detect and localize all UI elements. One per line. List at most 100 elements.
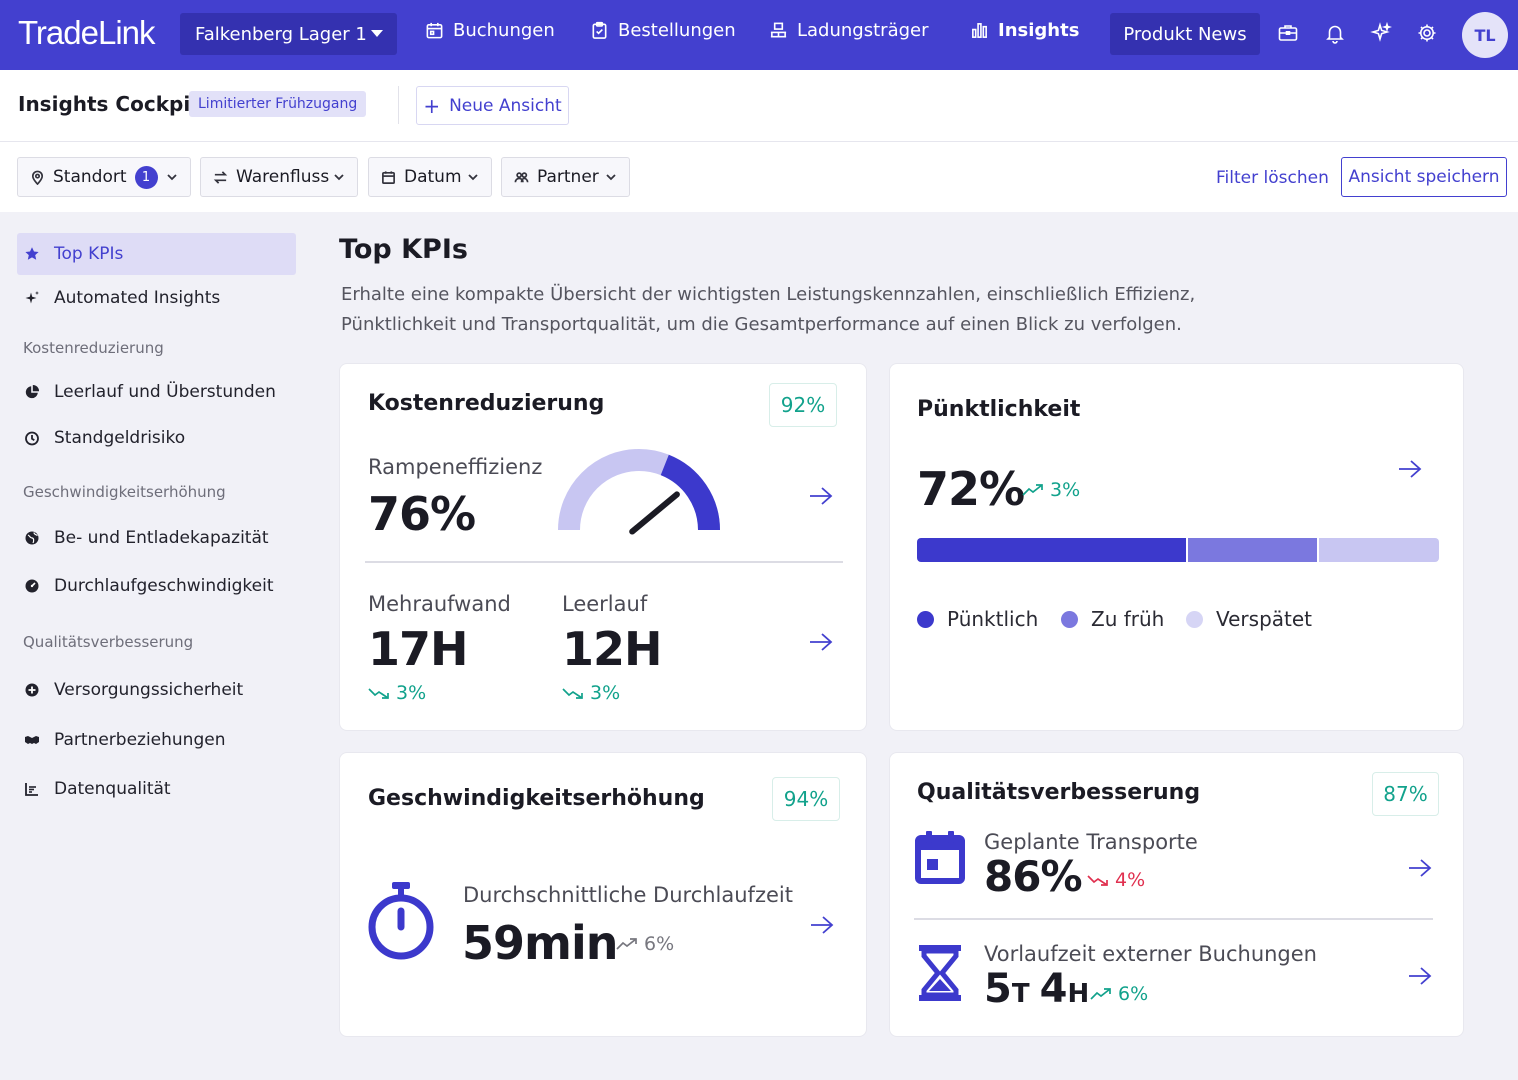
clipboard-icon [592,21,607,39]
gauge-needle [629,491,680,535]
sidebar-item-label: Be- und Entladekapazität [54,528,269,548]
sidebar-group-title: Kostenreduzierung [23,339,164,357]
page-header: Insights Cockpit Limitierter Frühzugang … [0,70,1518,142]
trend-indicator: 3% [368,682,426,704]
calendar-icon [382,170,395,184]
lead-days: 5 [984,966,1012,1012]
user-avatar[interactable]: TL [1462,12,1508,58]
lead-time-value: 5 T 4 H [984,966,1089,1012]
open-detail-arrow[interactable] [809,915,835,935]
swap-icon [213,170,228,184]
arrow-right-icon [810,487,833,505]
app-logo[interactable]: TradeLink [18,14,156,51]
sidebar-item-durchlaufgeschwindigkeit[interactable]: Durchlaufgeschwindigkeit [17,565,296,607]
briefcase-icon[interactable] [1277,22,1299,44]
location-select[interactable]: Falkenberg Lager 1 [180,13,397,55]
trend-indicator: 6% [616,933,674,955]
bar-segment-3 [1319,538,1439,562]
sidebar-group-title: Qualitätsverbesserung [23,633,194,651]
sidebar-item-be-entladekapazitaet[interactable]: Be- und Entladekapazität [17,517,296,559]
globe-icon [25,531,39,545]
filter-warenfluss[interactable]: Warenfluss [200,157,358,197]
divider [398,86,399,124]
calendar-icon [915,831,965,884]
trend-indicator: 3% [1022,479,1080,501]
sidebar-item-automated-insights[interactable]: Automated Insights [17,277,296,319]
open-detail-arrow[interactable] [808,486,834,506]
product-news-button[interactable]: Produkt News [1110,13,1260,55]
open-detail-arrow[interactable] [808,632,834,652]
sidebar-item-standgeldrisiko[interactable]: Standgeldrisiko [17,417,296,459]
card-title: Kostenreduzierung [368,391,605,416]
kpi-card-kostenreduzierung [339,363,867,731]
filter-standort[interactable]: Standort 1 [17,157,191,197]
filter-label: Datum [404,167,462,187]
sidebar-item-versorgungssicherheit[interactable]: Versorgungssicherheit [17,669,296,711]
trend-value: 3% [396,682,427,704]
open-detail-arrow[interactable] [1407,966,1433,986]
filter-partner[interactable]: Partner [501,157,630,197]
sidebar-item-top-kpis[interactable]: Top KPIs [17,233,296,275]
bar-segment-1 [917,538,1186,562]
kpi-card-qualitaet [889,752,1464,1037]
score-badge: 92% [769,383,837,427]
clear-filters-link[interactable]: Filter löschen [1216,168,1329,188]
trend-indicator: 3% [562,682,620,704]
lead-days-unit: T [1011,979,1030,1009]
chevron-down-icon [334,174,344,181]
chart-icon [25,783,38,796]
trend-value: 3% [1050,479,1081,501]
sidebar-item-leerlauf[interactable]: Leerlauf und Überstunden [17,371,296,413]
divider [914,918,1433,920]
bell-icon[interactable] [1324,22,1346,44]
trend-value: 4% [1115,869,1146,891]
kpi-value: 86% [984,852,1083,901]
stopwatch-icon [368,882,434,960]
section-title: Top KPIs [339,234,468,265]
sidebar-item-datenqualitaet[interactable]: Datenqualität [17,768,296,810]
legend-dot [1061,610,1078,628]
new-view-label: Neue Ansicht [449,95,562,116]
kpi-label: Mehraufwand [368,592,511,616]
nav-item-insights[interactable]: Insights [970,20,1079,41]
nav-item-label: Insights [998,20,1080,41]
legend-label: Verspätet [1216,607,1313,631]
legend-item: Pünktlich [917,607,1038,631]
new-view-button[interactable]: + Neue Ansicht [416,86,569,125]
legend-label: Zu früh [1091,607,1165,631]
page-title: Insights Cockpit [18,92,200,116]
kpi-value: 72% [917,462,1025,516]
nav-item-ladungstraeger[interactable]: Ladungsträger [769,20,929,41]
gauge-fill [660,454,720,531]
trend-value: 3% [590,682,621,704]
filter-label: Standort [53,167,127,187]
pie-icon [25,384,40,399]
chevron-down-icon [606,174,616,181]
filter-label: Partner [537,167,599,187]
open-detail-arrow[interactable] [1407,858,1433,878]
people-icon [514,171,529,182]
card-title: Geschwindigkeitserhöhung [368,786,705,811]
nav-item-bestellungen[interactable]: Bestellungen [590,20,736,41]
nav-item-buchungen[interactable]: Buchungen [425,20,555,41]
sidebar-item-label: Partnerbeziehungen [54,730,226,750]
calendar-icon [426,22,443,39]
sidebar-item-label: Standgeldrisiko [54,428,186,448]
sidebar-item-label: Top KPIs [54,244,124,264]
filter-datum[interactable]: Datum [368,157,492,197]
sidebar-item-partnerbeziehungen[interactable]: Partnerbeziehungen [17,719,296,761]
top-navigation: TradeLink Falkenberg Lager 1 Buchungen B… [0,0,1518,70]
caret-down-icon [371,30,383,37]
gear-icon[interactable] [1416,22,1438,44]
open-detail-arrow[interactable] [1397,459,1423,479]
kpi-value: 76% [368,487,476,541]
save-view-button[interactable]: Ansicht speichern [1341,157,1507,197]
location-select-label: Falkenberg Lager 1 [195,23,367,45]
chart-icon [972,23,987,38]
sparkle-icon[interactable] [1370,21,1393,44]
trend-indicator: 6% [1090,983,1148,1005]
filter-label: Warenfluss [236,167,330,187]
kpi-label: Vorlaufzeit externer Buchungen [984,942,1317,966]
bar-segment-2 [1188,538,1317,562]
gauge-chart [558,449,720,535]
